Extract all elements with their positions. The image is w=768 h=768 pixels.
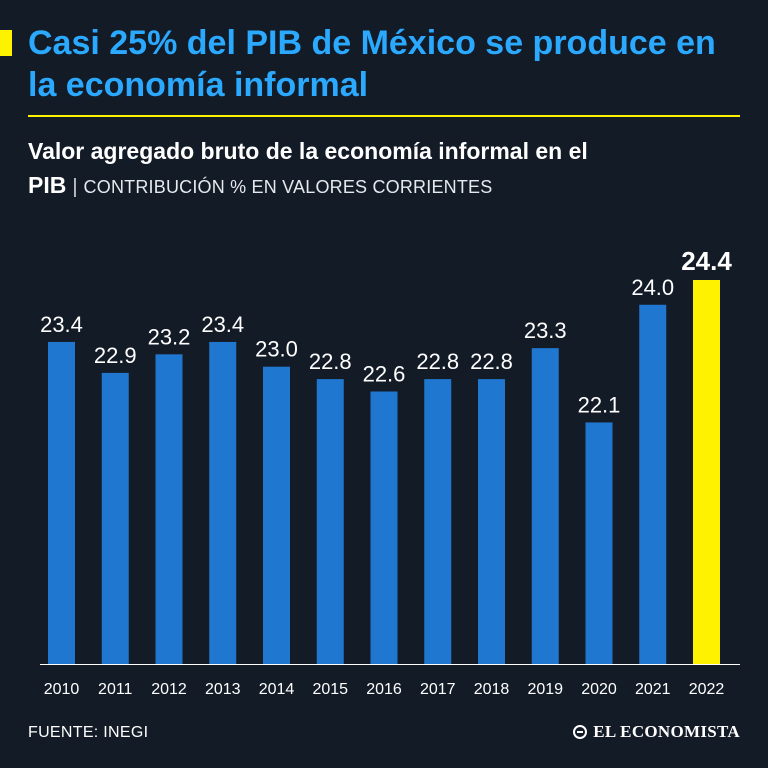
x-tick-label-2020: 2020: [581, 681, 617, 698]
bar-2018: [478, 379, 505, 664]
headline-divider: [28, 115, 740, 117]
x-tick-label-2013: 2013: [205, 681, 241, 698]
data-label-2012: 23.2: [148, 324, 191, 349]
data-label-2013: 23.4: [201, 312, 244, 337]
bar-2020: [585, 422, 613, 664]
chart-title: Valor agregado bruto de la economía info…: [28, 138, 588, 198]
x-tick-label-2018: 2018: [474, 681, 510, 698]
data-label-2010: 23.4: [40, 312, 83, 337]
brand-name: EL ECONOMISTA: [593, 722, 740, 741]
x-tick-label-2022: 2022: [689, 681, 725, 698]
bar-2016: [370, 391, 398, 664]
brand-logo-icon: [573, 725, 588, 739]
source-note: FUENTE: INEGI: [28, 724, 149, 741]
data-label-2016: 22.6: [363, 361, 406, 386]
data-label-2021: 24.0: [631, 275, 674, 300]
chart-subtitle: Valor agregado bruto de la economía info…: [28, 134, 740, 204]
x-tick-label-2021: 2021: [635, 681, 671, 698]
data-label-2015: 22.8: [309, 349, 352, 374]
data-label-2022: 24.4: [681, 246, 732, 276]
bar-2015: [316, 379, 344, 664]
data-label-2011: 22.9: [94, 343, 137, 368]
bar-2017: [424, 379, 452, 664]
chart-units: CONTRIBUCIÓN % EN VALORES CORRIENTES: [83, 177, 493, 197]
data-label-2014: 23.0: [255, 337, 298, 362]
x-tick-label-2012: 2012: [151, 681, 187, 698]
bar-2012: [155, 354, 183, 664]
bar-2013: [209, 341, 237, 664]
headline-accent-bar: [0, 30, 12, 56]
bar-2014: [263, 366, 290, 664]
x-tick-label-2010: 2010: [44, 681, 80, 698]
bar-2022: [693, 280, 720, 664]
subtitle-separator: |: [72, 176, 78, 198]
data-label-2019: 23.3: [524, 318, 567, 343]
bar-2019: [531, 348, 559, 664]
x-tick-label-2014: 2014: [259, 681, 295, 698]
bar-2010: [48, 341, 75, 664]
headline: Casi 25% del PIB de México se produce en…: [28, 24, 716, 104]
x-tick-label-2019: 2019: [527, 681, 563, 698]
x-tick-label-2015: 2015: [312, 681, 348, 698]
bar-2021: [639, 304, 667, 664]
x-tick-label-2017: 2017: [420, 681, 456, 698]
data-label-2020: 22.1: [578, 392, 621, 417]
brand-logo: EL ECONOMISTA: [573, 722, 740, 742]
x-tick-label-2016: 2016: [366, 681, 402, 698]
bar-2011: [101, 372, 129, 664]
x-tick-label-2011: 2011: [98, 681, 133, 698]
data-label-2018: 22.8: [470, 349, 513, 374]
data-label-2017: 22.8: [416, 349, 459, 374]
